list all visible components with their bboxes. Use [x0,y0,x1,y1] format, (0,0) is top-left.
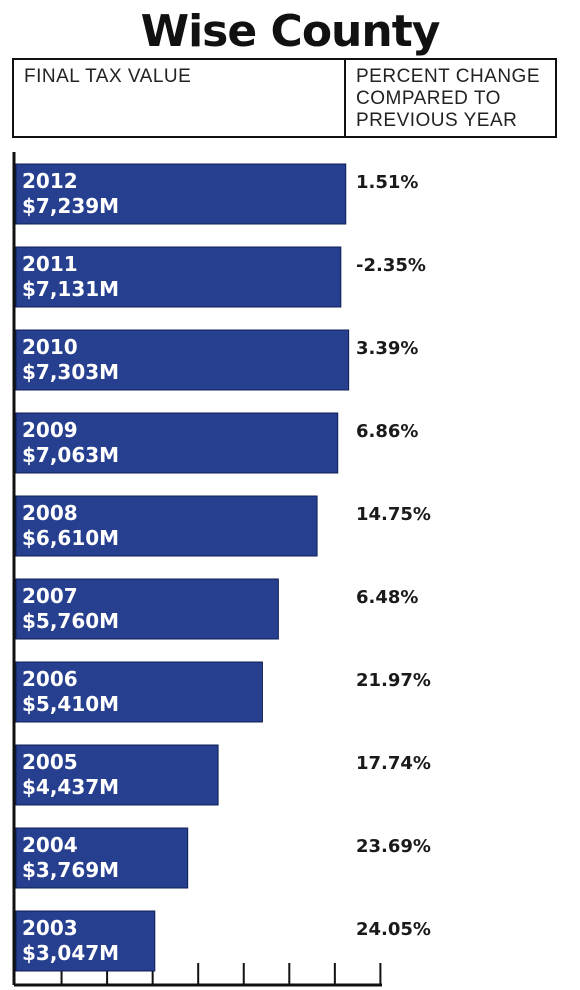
bar-value-label: $3,769M [22,858,119,882]
bar-2006 [15,661,263,723]
bar-value-label: $7,131M [22,277,119,301]
bar-year-label: 2010 [22,335,78,359]
bar-year-label: 2003 [22,916,78,940]
bar-year-label: 2009 [22,418,78,442]
bar-2003 [15,910,156,972]
bar-year-label: 2011 [22,252,78,276]
percent-change-label: 24.05% [356,919,431,940]
bar-2007 [15,578,279,640]
percent-change-label: 17.74% [356,753,431,774]
chart-title: Wise County [140,6,441,57]
bar-year-label: 2008 [22,501,78,525]
percent-change-label: 3.39% [356,338,418,359]
bar-2009 [15,412,339,474]
header-final-tax-value: FINAL TAX VALUE [14,60,346,136]
bar-value-label: $6,610M [22,526,119,550]
percent-change-label: 21.97% [356,670,431,691]
bar-2005 [15,744,219,806]
percent-change-label: 14.75% [356,504,431,525]
percent-change-label: 23.69% [356,836,431,857]
header-percent-change: PERCENT CHANGE COMPARED TO PREVIOUS YEAR [356,66,541,131]
percent-change-label: 6.86% [356,421,418,442]
bar-value-label: $5,410M [22,692,119,716]
bar-2012 [15,163,347,225]
percent-change-label: 1.51% [356,172,418,193]
bar-value-label: $5,760M [22,609,119,633]
bar-value-label: $7,063M [22,443,119,467]
percent-change-label: -2.35% [356,255,426,276]
bar-2004 [15,827,189,889]
bar-year-label: 2005 [22,750,78,774]
bar-2010 [15,329,350,391]
bar-value-label: $4,437M [22,775,119,799]
bar-value-label: $7,303M [22,360,119,384]
bar-year-label: 2006 [22,667,78,691]
bar-2011 [15,246,342,308]
column-header-row: FINAL TAX VALUE PERCENT CHANGE COMPARED … [12,58,557,138]
percent-change-label: 6.48% [356,587,418,608]
bar-year-label: 2004 [22,833,78,857]
bar-year-label: 2012 [22,169,78,193]
bar-value-label: $3,047M [22,941,119,965]
bar-value-label: $7,239M [22,194,119,218]
bar-year-label: 2007 [22,584,78,608]
bar-2008 [15,495,318,557]
